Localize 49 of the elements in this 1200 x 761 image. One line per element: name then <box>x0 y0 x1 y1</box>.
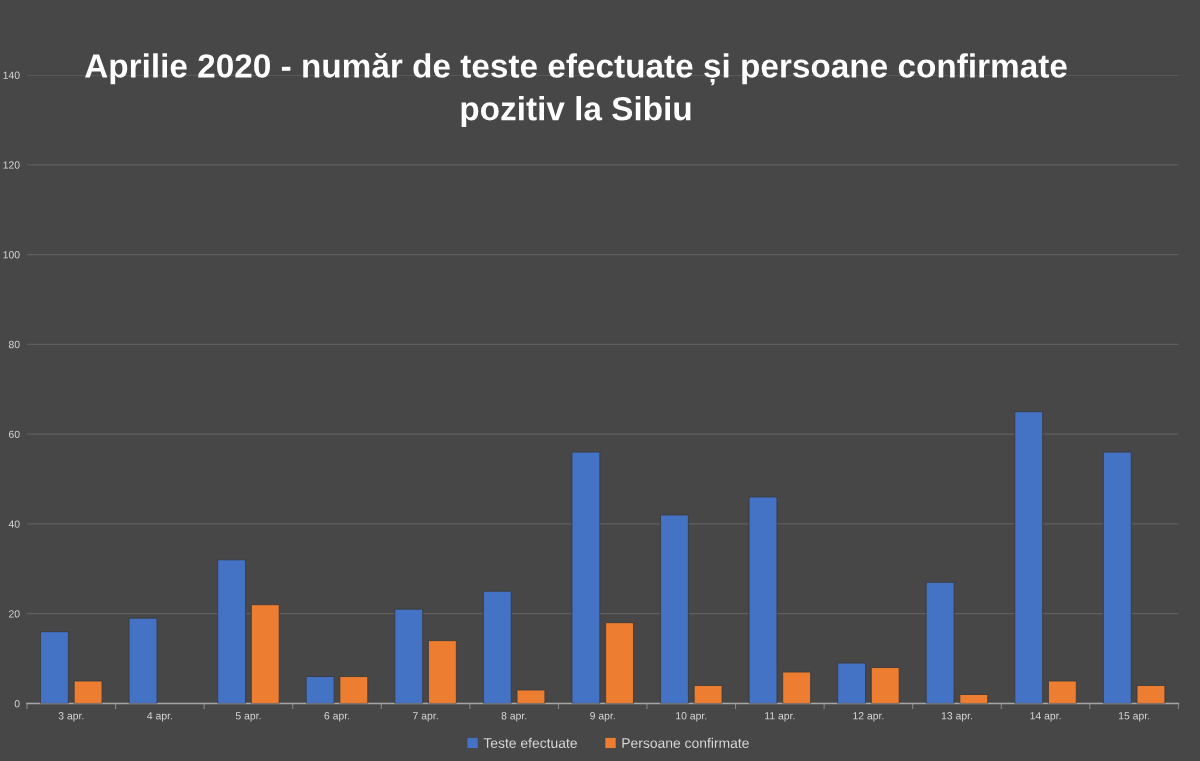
x-tick-label: 5 apr. <box>235 712 261 722</box>
bar <box>73 680 103 704</box>
bar <box>1102 451 1132 704</box>
legend-label: Teste efectuate <box>483 737 577 748</box>
x-tick-label: 11 apr. <box>765 712 795 722</box>
bar <box>250 604 280 704</box>
bar <box>1136 685 1166 704</box>
bar <box>837 662 866 704</box>
x-tick-label: 9 apr. <box>590 712 615 722</box>
chart-title: Aprilie 2020 - număr de teste efectuate și persoane confirmate pozitiv la Sibiu <box>85 52 1067 128</box>
y-tick-label: 120 <box>3 161 20 169</box>
x-tick-label: 6 apr. <box>324 712 350 722</box>
y-tick-label: 40 <box>8 520 20 528</box>
bar <box>959 694 989 704</box>
x-tick-label: 10 apr. <box>676 712 707 722</box>
bar <box>482 590 512 704</box>
x-tick-label: 8 apr. <box>501 712 527 722</box>
y-tick-label: 20 <box>8 610 20 618</box>
x-tick-label: 3 apr. <box>58 712 84 722</box>
bar <box>305 676 335 704</box>
bar <box>605 622 634 704</box>
bar <box>571 451 601 704</box>
bar <box>1014 411 1044 704</box>
bar <box>339 676 369 704</box>
legend-label: Persoane confirmate <box>622 737 749 748</box>
bar <box>394 608 424 704</box>
x-tick-label: 4 apr. <box>147 712 172 722</box>
x-tick-label: 13 apr. <box>941 712 972 722</box>
bar <box>748 496 778 704</box>
x-tick-label: 15 apr. <box>1118 712 1150 722</box>
bar <box>428 640 457 704</box>
y-tick-label: 60 <box>9 430 20 439</box>
y-tick-label: 0 <box>14 699 20 708</box>
x-tick-label: 14 apr. <box>1030 712 1061 722</box>
bar <box>128 617 158 704</box>
bar <box>782 671 812 704</box>
bar <box>660 514 689 704</box>
bar <box>516 689 546 704</box>
bar <box>870 667 900 704</box>
y-tick-label: 140 <box>3 71 20 79</box>
bar <box>925 581 955 704</box>
bar <box>217 559 246 704</box>
bar <box>693 685 723 704</box>
x-tick-label: 7 apr. <box>413 712 438 722</box>
y-tick-label: 100 <box>3 251 20 259</box>
x-tick-label: 12 apr. <box>853 712 884 722</box>
bar <box>1048 680 1077 704</box>
bar <box>40 631 69 704</box>
y-tick-label: 80 <box>8 340 20 349</box>
